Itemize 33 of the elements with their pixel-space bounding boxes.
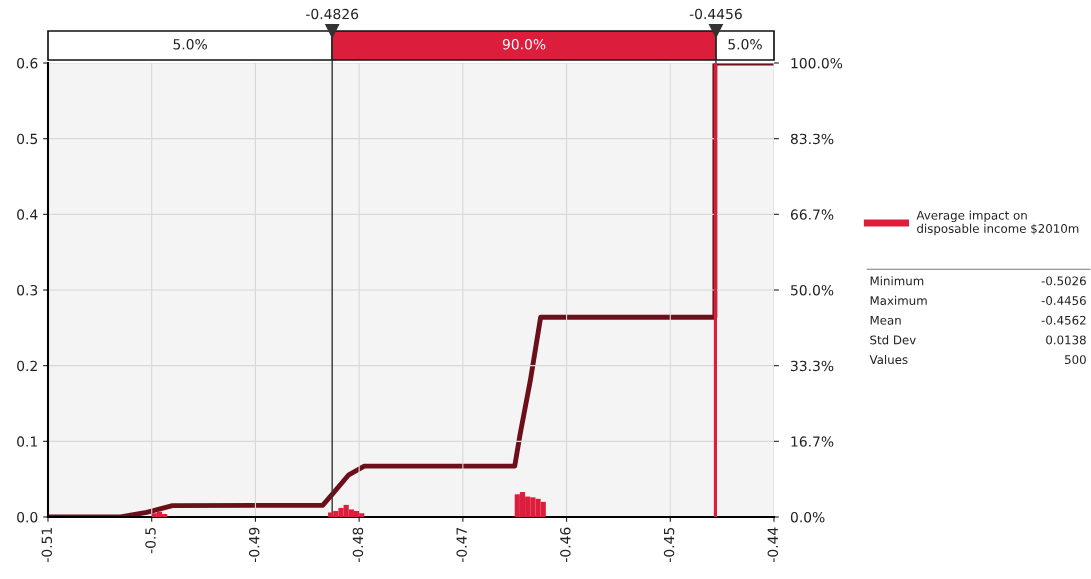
y2-tick-label: 33.3% [791, 360, 834, 372]
text: 5.0% [173, 39, 207, 50]
y2-tick-label: 0.0% [790, 511, 825, 523]
y2-tick-label: 100.0% [791, 57, 843, 69]
x-tick-label: -0.47 [456, 527, 467, 562]
x-tick-label: -0.51 [41, 528, 53, 562]
y-tick-label: 0.1 [17, 436, 37, 447]
y2-tick-label: 66.7% [790, 209, 834, 220]
y-tick-label: 0.0 [17, 511, 38, 523]
text: Minimum -0.5026 [870, 276, 1086, 286]
y-tick-label: 0.2 [17, 360, 37, 372]
x-tick-label: -0.48 [352, 527, 364, 562]
text: Values 500 [869, 354, 1086, 365]
text: 5.0% [728, 39, 762, 50]
x-tick-label: -0.44 [767, 527, 779, 562]
y2-tick-label: 50.0% [791, 284, 834, 296]
ref-line-label: -0.4826 [306, 8, 359, 20]
ref-line-label: -0.4456 [689, 8, 742, 20]
text: Mean -0.4562 [870, 315, 1086, 325]
x-tick-label: -0.49 [248, 527, 260, 562]
text: Maximum -0.4456 [870, 295, 1086, 306]
y2-tick-label: 83.3% [790, 133, 834, 145]
x-tick-label: -0.5 [145, 527, 156, 554]
y-tick-label: 0.3 [17, 284, 38, 296]
text: Std Dev 0.0138 [870, 335, 1086, 345]
legend-label: Average impact on disposable income $2010m [916, 210, 1079, 236]
x-tick-label: -0.45 [663, 527, 675, 562]
text: 90.0% [502, 39, 546, 50]
y-tick-label: 0.5 [17, 133, 38, 145]
y2-tick-label: 16.7% [791, 436, 834, 447]
x-tick-label: -0.46 [560, 527, 571, 562]
y-tick-label: 0.4 [17, 209, 38, 220]
y-tick-label: 0.6 [17, 57, 38, 69]
